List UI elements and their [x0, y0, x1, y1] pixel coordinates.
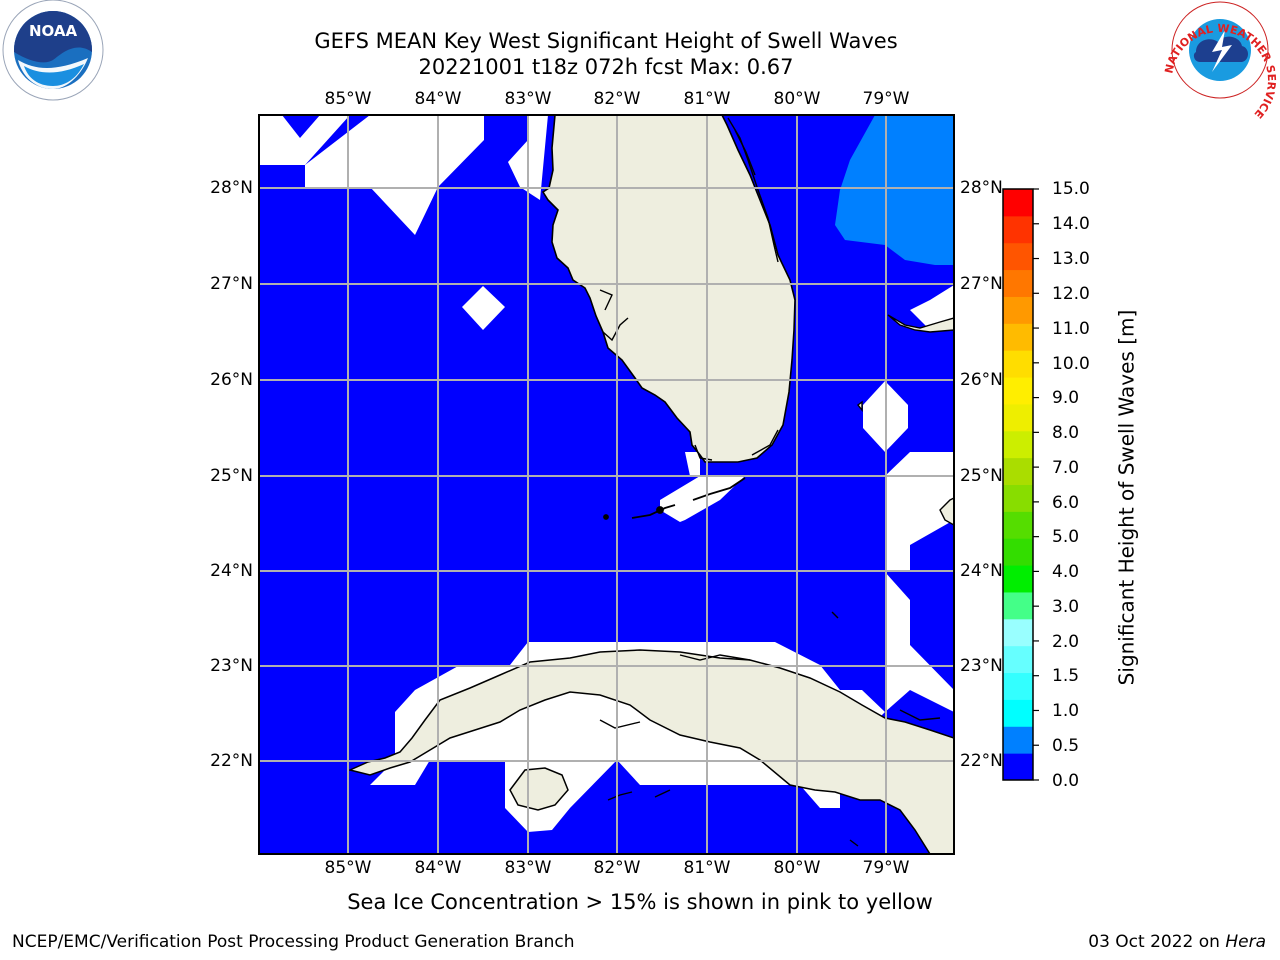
lon-label-top-79w: 79°W	[862, 89, 910, 109]
colorbar-tick: 9.0	[1052, 388, 1080, 408]
colorbar-segment	[1003, 699, 1033, 727]
colorbar-segment	[1003, 430, 1033, 459]
lon-label-top-85w: 85°W	[324, 89, 372, 109]
colorbar-tick: 10.0	[1052, 354, 1090, 374]
colorbar-tick: 2.0	[1052, 632, 1080, 652]
colorbar-segment	[1003, 269, 1033, 297]
lon-label-bottom-85w: 85°W	[324, 858, 372, 878]
colorbar-segment	[1003, 403, 1033, 432]
colorbar-tick: 8.0	[1052, 423, 1080, 443]
colorbar-segment	[1003, 296, 1033, 324]
lon-label-bottom-79w: 79°W	[862, 858, 910, 878]
colorbar-segment	[1003, 538, 1033, 566]
generation-date: 03 Oct 2022 on Hera	[1088, 932, 1266, 952]
lon-label-top-81w: 81°W	[683, 89, 731, 109]
host-name: Hera	[1225, 932, 1266, 952]
colorbar-segment	[1003, 511, 1033, 539]
lat-label-left-24n: 24°N	[210, 561, 253, 581]
colorbar-label: Significant Height of Swell Waves [m]	[1114, 309, 1139, 686]
colorbar-segment	[1003, 323, 1033, 351]
colorbar-segment	[1003, 350, 1033, 378]
colorbar-segment	[1003, 457, 1033, 485]
producer-credit: NCEP/EMC/Verification Post Processing Pr…	[12, 932, 575, 952]
chart-subtitle: 20221001 t18z 072h fcst Max: 0.67	[418, 55, 794, 79]
colorbar-segment	[1003, 672, 1033, 700]
chart-title: GEFS MEAN Key West Significant Height of…	[314, 29, 898, 53]
colorbar-tick: 11.0	[1052, 319, 1090, 339]
colorbar-segment	[1003, 215, 1033, 244]
colorbar-segment	[1003, 565, 1033, 593]
colorbar-tick: 4.0	[1052, 562, 1080, 582]
lat-label-right-27n: 27°N	[960, 274, 1003, 294]
lon-label-bottom-80w: 80°W	[773, 858, 821, 878]
colorbar-tick: 1.0	[1052, 701, 1080, 721]
lat-label-left-25n: 25°N	[210, 466, 253, 486]
colorbar-tick: 3.0	[1052, 597, 1080, 617]
colorbar-frame	[1002, 188, 1034, 781]
lat-label-left-23n: 23°N	[210, 656, 253, 676]
lat-label-left-26n: 26°N	[210, 370, 253, 390]
colorbar-segment	[1003, 484, 1033, 512]
lon-label-top-84w: 84°W	[414, 89, 462, 109]
colorbar-tick: 13.0	[1052, 249, 1090, 269]
sea-ice-footnote-text: Sea Ice Concentration > 15% is shown in …	[347, 890, 933, 914]
lon-label-bottom-82w: 82°W	[593, 858, 641, 878]
lon-label-top-80w: 80°W	[773, 89, 821, 109]
lat-label-right-25n: 25°N	[960, 466, 1003, 486]
lon-label-bottom-83w: 83°W	[504, 858, 552, 878]
colorbar-tick: 7.0	[1052, 458, 1080, 478]
swell-region-0.5m	[835, 115, 954, 265]
colorbar	[1003, 188, 1039, 781]
noaa-logo: NOAA	[2, 0, 104, 101]
lon-label-top-82w: 82°W	[593, 89, 641, 109]
map-panel	[259, 115, 954, 854]
noaa-logo-text: NOAA	[29, 22, 78, 40]
colorbar-tick: 0.0	[1052, 771, 1080, 791]
colorbar-tick: 5.0	[1052, 527, 1080, 547]
lon-label-bottom-84w: 84°W	[414, 858, 462, 878]
lat-label-right-24n: 24°N	[960, 561, 1003, 581]
colorbar-tick: 6.0	[1052, 493, 1080, 513]
lat-label-right-22n: 22°N	[960, 751, 1003, 771]
colorbar-segment	[1003, 377, 1033, 405]
map-gridlines	[259, 115, 954, 854]
florida-keys	[603, 477, 746, 520]
bahamas-land	[831, 314, 954, 847]
colorbar-tick: 15.0	[1052, 179, 1090, 199]
colorbar-tick: 0.5	[1052, 736, 1080, 756]
colorbar-segment	[1003, 618, 1033, 647]
lat-label-right-23n: 23°N	[960, 656, 1003, 676]
colorbar-segment	[1003, 645, 1033, 674]
colorbar-segment	[1003, 242, 1033, 271]
lat-label-left-22n: 22°N	[210, 751, 253, 771]
colorbar-segment	[1003, 753, 1033, 781]
lat-label-right-28n: 28°N	[960, 178, 1003, 198]
colorbar-segment	[1003, 189, 1033, 217]
colorbar-tick: 12.0	[1052, 284, 1090, 304]
colorbar-tick: 14.0	[1052, 214, 1090, 234]
lat-label-left-28n: 28°N	[210, 178, 253, 198]
florida-land	[541, 115, 796, 463]
colorbar-segment	[1003, 726, 1033, 754]
cuba-coast-detail	[599, 654, 941, 801]
sea-ice-footnote: Sea Ice Concentration > 15% is shown in …	[0, 890, 1280, 914]
lat-label-left-27n: 27°N	[210, 274, 253, 294]
generation-date-text: 03 Oct 2022 on	[1088, 932, 1226, 952]
lat-label-right-26n: 26°N	[960, 370, 1003, 390]
colorbar-tick: 1.5	[1052, 666, 1080, 686]
map-frame	[258, 114, 955, 855]
lon-label-top-83w: 83°W	[504, 89, 552, 109]
colorbar-segment	[1003, 591, 1033, 620]
lon-label-bottom-81w: 81°W	[683, 858, 731, 878]
